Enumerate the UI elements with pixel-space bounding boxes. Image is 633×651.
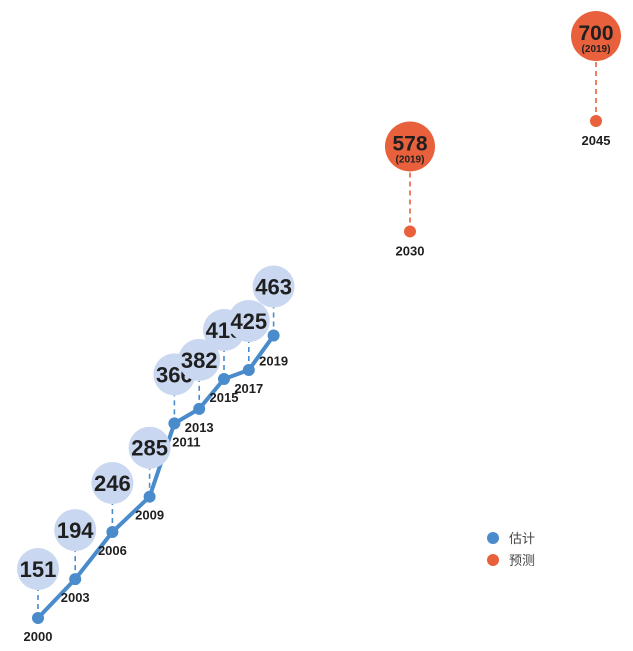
value-bubble-2019 (252, 265, 295, 308)
year-label-2015: 2015 (210, 390, 239, 405)
value-note-2045: (2019) (582, 44, 611, 55)
legend-label-estimate: 估计 (509, 532, 535, 547)
bubble-layer: 151194246285366382415425463578(2019)700(… (17, 11, 621, 590)
data-point-2009 (143, 490, 156, 503)
value-label-2019: 463 (255, 275, 292, 300)
legend-label-forecast: 预测 (509, 554, 535, 569)
value-bubble-2009 (128, 426, 171, 469)
year-label-2011: 2011 (172, 434, 200, 449)
year-label-2009: 2009 (135, 508, 164, 523)
value-label-2017: 425 (230, 309, 267, 334)
value-label-2009: 285 (131, 436, 168, 461)
year-label-2045: 2045 (582, 133, 611, 148)
legend-marker-forecast (487, 554, 499, 566)
year-label-2000: 2000 (24, 629, 53, 644)
year-label-2030: 2030 (396, 243, 425, 258)
value-label-2006: 246 (94, 471, 131, 496)
value-bubble-2013 (178, 338, 221, 381)
value-label-2003: 194 (57, 518, 94, 543)
legend-marker-estimate (487, 532, 499, 544)
data-point-2011 (168, 417, 181, 430)
value-label-2013: 382 (181, 348, 218, 373)
value-bubble-2000 (17, 548, 59, 590)
value-label-2030: 578 (392, 132, 427, 155)
data-point-2045 (590, 115, 602, 127)
data-point-2006 (106, 525, 119, 538)
value-bubble-2045 (571, 11, 621, 61)
data-point-2015 (218, 373, 230, 386)
year-label-2006: 2006 (98, 543, 127, 558)
data-point-2013 (193, 402, 206, 415)
year-label-2003: 2003 (61, 590, 90, 605)
value-bubble-2017 (227, 299, 270, 342)
legend: 估计 预测 (487, 532, 535, 569)
data-point-2000 (32, 612, 44, 624)
marker-layer (32, 115, 602, 624)
data-point-2019 (267, 329, 280, 342)
value-label-2000: 151 (20, 557, 57, 582)
year-label-2013: 2013 (185, 420, 214, 435)
value-bubble-2006 (91, 461, 134, 504)
data-point-2017 (242, 363, 255, 376)
value-label-2045: 700 (578, 22, 613, 45)
year-label-2019: 2019 (259, 354, 288, 369)
value-bubble-2003 (54, 509, 97, 552)
value-bubble-2030 (385, 121, 435, 172)
data-point-2030 (404, 225, 416, 238)
value-note-2030: (2019) (396, 154, 425, 165)
data-point-2003 (69, 573, 82, 586)
year-label-2017: 2017 (234, 381, 263, 396)
